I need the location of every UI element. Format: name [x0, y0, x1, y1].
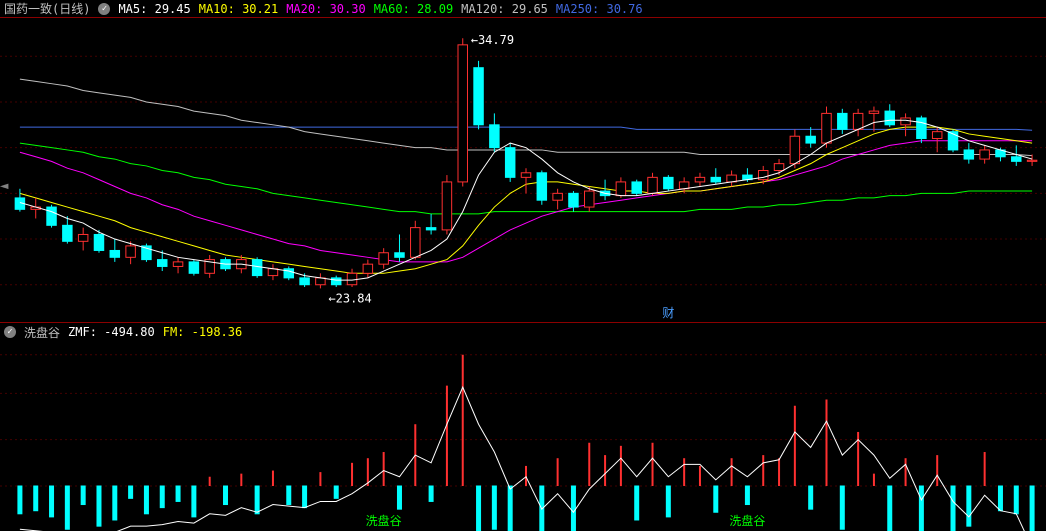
svg-text:洗盘谷: 洗盘谷: [729, 513, 765, 528]
indicator-header: ✓ 洗盘谷 ZMF: -494.80 FM: -198.36: [0, 323, 1046, 341]
scroll-left-icon[interactable]: ◄: [0, 178, 14, 192]
info-icon[interactable]: ✓: [4, 326, 16, 338]
fm-label: FM: -198.36: [163, 325, 243, 339]
candlestick-svg: ←34.79 ←23.84 财: [0, 18, 1046, 323]
svg-text:财: 财: [662, 306, 674, 320]
stock-name: 国药一致(日线): [4, 0, 90, 17]
svg-text:←34.79: ←34.79: [471, 33, 514, 47]
zmf-label: ZMF: -494.80: [68, 325, 155, 339]
svg-text:洗盘谷: 洗盘谷: [366, 513, 402, 528]
main-candlestick-chart[interactable]: ◄ ←34.79 ←23.84 财: [0, 18, 1046, 323]
ma120-label: MA120: 29.65: [461, 2, 548, 16]
info-icon[interactable]: ✓: [98, 3, 110, 15]
ma250-label: MA250: 30.76: [556, 2, 643, 16]
ma60-label: MA60: 28.09: [374, 2, 453, 16]
indicator-name: 洗盘谷: [24, 324, 60, 341]
svg-text:←23.84: ←23.84: [328, 291, 371, 305]
ma10-label: MA10: 30.21: [199, 2, 278, 16]
chart-header: 国药一致(日线) ✓ MA5: 29.45 MA10: 30.21 MA20: …: [0, 0, 1046, 18]
indicator-chart[interactable]: 洗盘谷 洗盘谷: [0, 341, 1046, 531]
ma20-label: MA20: 30.30: [286, 2, 365, 16]
ma5-label: MA5: 29.45: [118, 2, 190, 16]
indicator-svg: 洗盘谷 洗盘谷: [0, 341, 1046, 531]
